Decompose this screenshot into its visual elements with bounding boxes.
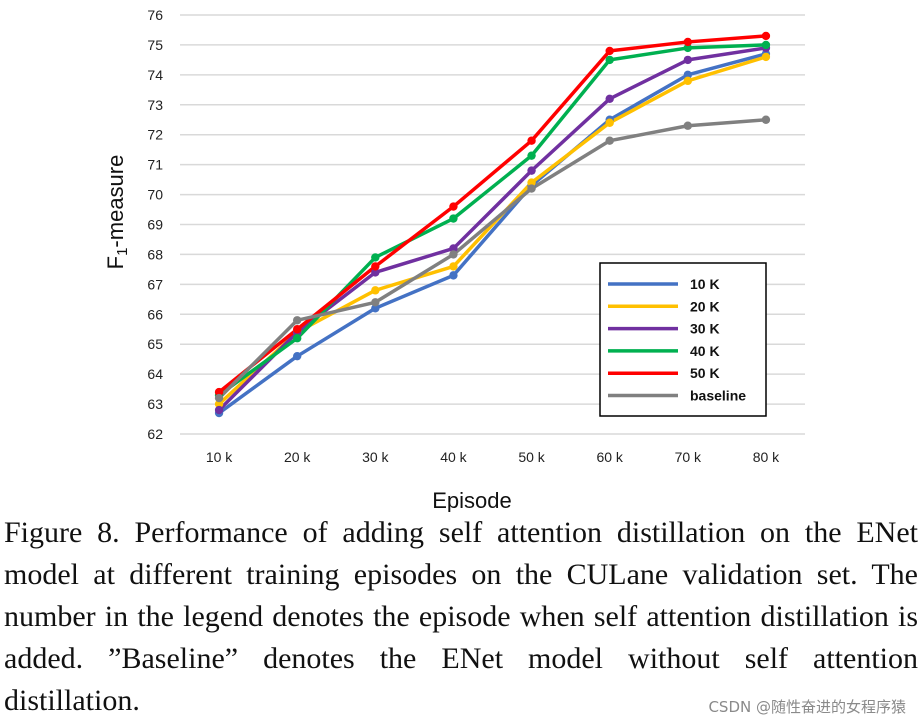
data-point	[214, 387, 224, 397]
y-tick-label: 76	[147, 7, 163, 23]
series-line-0	[218, 52, 767, 415]
y-tick-label: 73	[147, 97, 163, 113]
y-tick-label: 66	[147, 306, 163, 322]
data-point	[449, 271, 458, 280]
y-tick-label: 75	[147, 37, 163, 53]
legend-label: 40 K	[690, 343, 720, 359]
data-point	[449, 262, 458, 271]
series-line-3	[218, 43, 767, 397]
data-point	[527, 151, 536, 160]
data-point	[449, 214, 458, 223]
data-point	[683, 121, 693, 130]
legend-label: 20 K	[690, 298, 720, 314]
series-lines	[217, 34, 767, 415]
watermark: CSDN @随性奋进的女程序猿	[708, 698, 906, 716]
legend-box	[599, 262, 767, 417]
data-point	[683, 37, 693, 47]
data-point	[761, 115, 771, 124]
data-point	[527, 184, 536, 193]
data-point	[371, 253, 380, 262]
x-tick-label: 80 k	[753, 449, 780, 465]
y-tick-label: 67	[147, 276, 163, 292]
data-point	[761, 52, 771, 62]
y-tick-label: 68	[147, 246, 163, 262]
data-point	[371, 286, 380, 295]
x-tick-label: 50 k	[518, 449, 545, 465]
legend-label: baseline	[690, 388, 746, 404]
y-tick-label: 74	[147, 67, 163, 83]
data-point	[605, 46, 614, 56]
data-point	[683, 43, 693, 53]
data-point	[214, 399, 224, 409]
x-axis-title: Episode	[432, 488, 512, 512]
data-point	[371, 304, 380, 313]
legend: 10 K 20 K 30 K 40 K 50 K baseline	[599, 262, 767, 417]
y-tick-label: 64	[147, 366, 163, 382]
data-point	[449, 202, 458, 211]
data-point	[761, 31, 771, 41]
data-point	[292, 316, 302, 325]
data-point	[605, 94, 614, 104]
y-axis-ticks: 62 63 64 65 66 67 68 69 70 71 72 73 74 75 76	[147, 7, 163, 442]
data-point	[683, 70, 693, 80]
figure-caption: Figure 8. Performance of adding self att…	[4, 516, 918, 717]
legend-label: 50 K	[690, 365, 720, 381]
data-point	[214, 405, 224, 415]
y-tick-label: 69	[147, 217, 163, 233]
y-axis-title: F1-measure	[103, 155, 131, 270]
data-point	[605, 136, 614, 145]
series-line-5	[217, 118, 767, 400]
data-point	[683, 76, 693, 86]
data-point	[292, 325, 302, 334]
y-tick-label: 71	[147, 157, 163, 173]
data-point	[449, 244, 458, 253]
data-point	[371, 298, 380, 307]
gridlines	[180, 14, 805, 435]
series-markers	[214, 31, 771, 418]
data-point	[292, 351, 302, 361]
y-tick-label: 63	[147, 396, 163, 412]
x-tick-label: 40 k	[440, 449, 467, 465]
y-tick-label: 70	[147, 187, 163, 203]
data-point	[527, 178, 536, 187]
legend-label: 10 K	[690, 276, 720, 292]
data-point	[449, 250, 458, 259]
y-tick-label: 62	[147, 426, 163, 442]
data-point	[214, 393, 224, 403]
data-point	[371, 268, 380, 277]
x-tick-label: 10 k	[206, 449, 233, 465]
legend-label: 30 K	[690, 321, 720, 337]
x-tick-label: 20 k	[284, 449, 311, 465]
x-tick-label: 30 k	[362, 449, 389, 465]
data-point	[683, 55, 693, 65]
x-tick-label: 60 k	[596, 449, 623, 465]
data-point	[292, 334, 302, 343]
data-point	[527, 166, 536, 175]
line-chart: 62 63 64 65 66 67 68 69 70 71 72 73 74 75 76 10 k 20 k 3…	[103, 7, 805, 512]
y-tick-label: 65	[147, 336, 163, 352]
x-tick-label: 70 k	[675, 449, 702, 465]
x-axis-ticks: 10 k 20 k 30 k 40 k 50 k 60 k 70 k 80 k	[206, 449, 780, 465]
data-point	[371, 262, 380, 271]
y-tick-label: 72	[147, 127, 163, 143]
data-point	[605, 55, 614, 65]
data-point	[761, 40, 771, 50]
data-point	[605, 118, 614, 127]
data-point	[527, 136, 536, 145]
